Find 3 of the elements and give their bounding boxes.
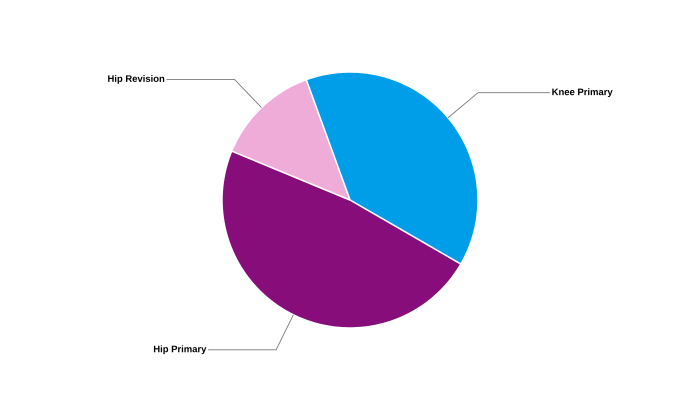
slice-label: Hip Primary xyxy=(154,345,206,354)
slice-label: Hip Revision xyxy=(108,74,164,84)
slice-label: Knee Primary xyxy=(552,88,613,98)
